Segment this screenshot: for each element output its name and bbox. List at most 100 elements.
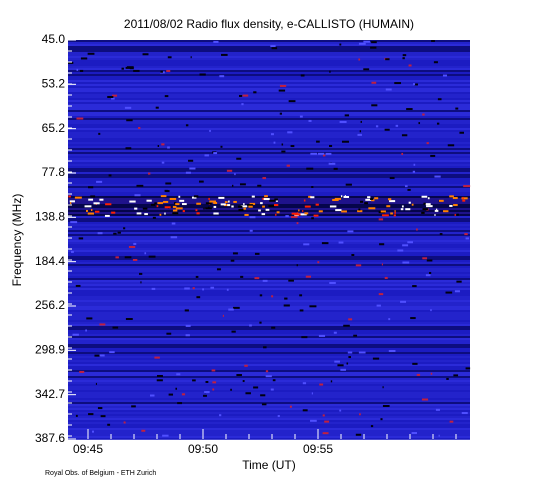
spectrum-speck (160, 70, 163, 73)
spectrum-row (68, 130, 470, 132)
spectrum-speck (306, 167, 314, 170)
spectrum-row (68, 124, 470, 126)
spectrum-speck (140, 281, 142, 284)
spectrum-speck (291, 212, 298, 215)
spectrum-speck (449, 195, 454, 198)
spectrum-row (68, 434, 470, 436)
spectrum-speck (203, 207, 205, 210)
spectrum-row (68, 174, 470, 176)
spectrum-row (68, 412, 470, 414)
spectrum-speck (397, 249, 404, 252)
spectrum-speck (259, 294, 263, 297)
spectrum-speck (184, 309, 189, 312)
spectrum-speck (378, 293, 384, 296)
spectrum-speck (181, 393, 186, 396)
spectrum-speck (208, 197, 210, 200)
spectrum-speck (209, 200, 216, 203)
spectrum-speck (461, 412, 468, 415)
spectrum-speck (343, 195, 350, 198)
spectrum-row (68, 60, 470, 62)
spectrum-speck (220, 203, 226, 206)
spectrum-speck (172, 212, 179, 215)
spectrum-row (68, 346, 470, 348)
spectrum-speck (454, 213, 456, 216)
spectrum-speck (305, 275, 311, 278)
spectrum-row (68, 156, 470, 158)
spectrum-speck (167, 146, 170, 149)
spectrum-speck (205, 207, 212, 210)
spectrum-speck (281, 143, 284, 146)
spectrum-row (68, 118, 470, 120)
spectrum-speck (125, 147, 132, 150)
spectrum-speck (343, 324, 350, 327)
spectrum-speck (241, 103, 244, 106)
spectrum-speck (204, 391, 210, 394)
spectrum-row (68, 298, 470, 300)
spectrum-row (68, 250, 470, 252)
spectrum-speck (104, 214, 110, 217)
spectrum-speck (447, 144, 455, 147)
spectrum-speck (368, 207, 376, 210)
spectrum-speck (86, 317, 93, 320)
spectrum-speck (400, 208, 404, 211)
spectrum-row (68, 370, 470, 372)
spectrum-speck (426, 259, 433, 262)
spectrum-row (68, 108, 470, 110)
spectrum-speck (88, 198, 94, 201)
spectrum-speck (376, 304, 381, 307)
spectrum-row (68, 388, 470, 390)
spectrum-speck (99, 323, 106, 326)
spectrum-speck (75, 284, 81, 287)
spectrum-speck (339, 120, 347, 123)
spectrum-speck (136, 184, 144, 187)
spectrum-row (68, 176, 470, 178)
spectrum-speck (199, 180, 204, 183)
spectrum-row (68, 146, 470, 148)
spectrum-row (68, 308, 470, 310)
spectrum-speck (455, 107, 459, 110)
spectrum-speck (275, 213, 277, 216)
spectrum-speck (445, 291, 453, 294)
spectrum-speck (100, 415, 106, 418)
spectrum-row (68, 216, 470, 218)
spectrum-speck (222, 314, 224, 317)
spectrum-speck (357, 210, 363, 213)
x-tick-label: 09:50 (188, 442, 218, 456)
spectrum-row (68, 86, 470, 88)
spectrum-speck (177, 402, 183, 405)
spectrum-row (68, 66, 470, 68)
spectrum-speck (213, 201, 218, 204)
spectrum-speck (236, 157, 242, 160)
spectrum-speck (277, 415, 280, 418)
spectrum-speck (374, 197, 379, 200)
spectrum-row (68, 396, 470, 398)
spectrum-speck (220, 145, 223, 148)
spectrum-row (68, 224, 470, 226)
spectrum-speck (299, 309, 304, 312)
spectrum-row (68, 226, 470, 228)
spectrum-speck (401, 152, 404, 155)
spectrum-row (68, 46, 470, 48)
spectrum-row (68, 132, 470, 134)
spectrum-speck (175, 387, 178, 390)
spectrum-row (68, 276, 470, 278)
spectrum-speck (162, 434, 169, 437)
spectrum-speck (382, 214, 389, 217)
spectrum-speck (227, 204, 231, 207)
spectrum-speck (302, 382, 307, 385)
spectrum-row (68, 310, 470, 312)
spectrum-speck (290, 145, 295, 148)
spectrum-speck (402, 261, 410, 264)
spectrum-speck (258, 209, 261, 212)
spectrum-speck (112, 94, 118, 97)
spectrum-speck (462, 199, 466, 202)
spectrum-speck (304, 205, 311, 208)
spectrum-speck (262, 279, 268, 282)
spectrum-row (68, 326, 470, 328)
spectrum-speck (319, 383, 324, 386)
spectrum-speck (402, 244, 409, 247)
spectrum-speck (70, 202, 72, 205)
spectrum-speck (70, 221, 78, 224)
spectrum-row (68, 328, 470, 330)
spectrum-speck (449, 420, 454, 423)
